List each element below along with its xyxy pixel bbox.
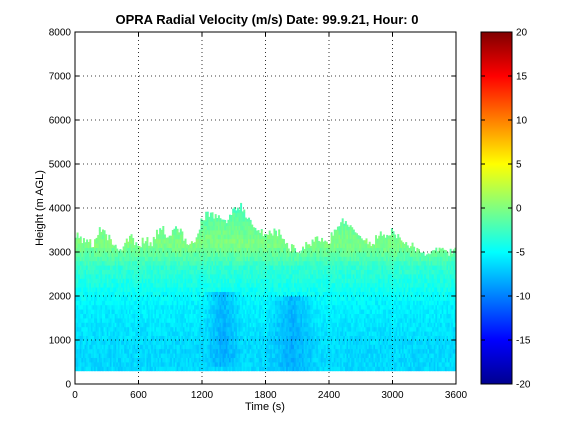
velocity-cell xyxy=(283,239,285,244)
velocity-cell xyxy=(131,234,133,235)
velocity-cell xyxy=(146,239,148,244)
velocity-cell xyxy=(305,242,307,244)
chart-title: OPRA Radial Velocity (m/s) Date: 99.9.21… xyxy=(116,12,419,27)
velocity-cell xyxy=(218,215,220,217)
velocity-cell xyxy=(153,237,155,239)
velocity-cell xyxy=(108,235,110,239)
velocity-cell xyxy=(162,230,164,235)
velocity-cell xyxy=(89,239,91,243)
velocity-cell xyxy=(156,230,158,235)
velocity-cell xyxy=(261,230,263,235)
velocity-cell xyxy=(266,234,268,235)
velocity-cell xyxy=(135,242,137,243)
velocity-cell xyxy=(104,230,106,235)
velocity-cell xyxy=(77,233,79,235)
velocity-cell xyxy=(132,239,134,244)
velocity-cell xyxy=(80,239,82,244)
velocity-cell xyxy=(280,235,282,239)
velocity-cell xyxy=(177,229,179,231)
velocity-cell xyxy=(150,242,152,243)
velocity-cell xyxy=(180,229,182,231)
velocity-cell xyxy=(251,225,253,226)
velocity-cell xyxy=(181,231,183,234)
velocity-cell xyxy=(207,212,209,217)
velocity-cell xyxy=(212,212,214,217)
velocity-cell xyxy=(185,239,187,244)
velocity-cell xyxy=(207,212,209,213)
velocity-cell xyxy=(115,245,117,248)
velocity-cell xyxy=(243,212,245,217)
velocity-cell xyxy=(278,229,280,230)
velocity-cell xyxy=(181,234,183,239)
velocity-cell xyxy=(278,230,280,235)
velocity-cell xyxy=(270,233,272,234)
velocity-cell xyxy=(224,220,226,222)
velocity-cell xyxy=(250,220,252,222)
velocity-cell xyxy=(105,234,107,239)
velocity-cell xyxy=(142,239,144,244)
velocity-cell xyxy=(146,237,148,239)
velocity-cell xyxy=(316,236,318,239)
velocity-cell xyxy=(254,228,256,231)
velocity-cell xyxy=(302,247,304,248)
velocity-cell xyxy=(99,227,101,230)
velocity-cell xyxy=(83,238,85,239)
velocity-cell xyxy=(243,210,245,213)
velocity-cell xyxy=(273,229,275,231)
velocity-cell xyxy=(321,238,323,239)
velocity-cell xyxy=(89,243,91,248)
velocity-cell xyxy=(240,203,242,204)
velocity-cell xyxy=(126,239,128,240)
velocity-cell xyxy=(142,238,144,240)
velocity-cell xyxy=(80,236,82,239)
velocity-cell xyxy=(261,229,263,230)
velocity-cell xyxy=(110,239,112,243)
velocity-cell xyxy=(292,245,294,248)
velocity-cell xyxy=(286,243,288,248)
velocity-cell xyxy=(286,243,288,244)
velocity-cell xyxy=(275,231,277,235)
velocity-cell xyxy=(132,238,134,239)
velocity-cell xyxy=(215,214,217,217)
velocity-cell xyxy=(162,226,164,230)
velocity-cell xyxy=(156,230,158,231)
velocity-cell xyxy=(240,204,242,209)
velocity-cell xyxy=(237,208,239,209)
